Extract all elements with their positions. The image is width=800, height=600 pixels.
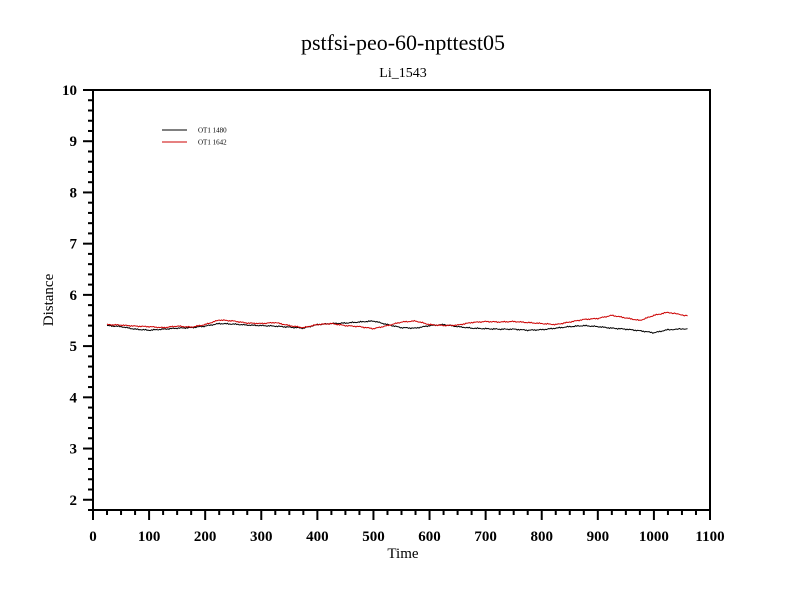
x-tick-label: 300 [250,529,273,545]
x-axis-label: Time [387,546,418,562]
x-axis: 0 100 200 300 400 500 600 700 800 900 1000 1100 [89,510,725,545]
legend: OT1 1480 OT1 1642 [162,127,227,147]
y-axis: 2 3 4 5 6 7 8 9 10 [62,83,93,511]
y-tick-label: 4 [70,390,78,406]
x-tick-label: 600 [418,529,441,545]
x-tick-label: 500 [362,529,385,545]
y-tick-label: 9 [70,134,78,150]
x-tick-label: 0 [89,529,97,545]
y-tick-label: 8 [70,185,78,201]
x-tick-label: 1000 [639,529,669,545]
y-tick-label: 2 [70,493,78,509]
legend-entry: OT1 1480 [198,127,227,135]
y-tick-label: 5 [70,339,78,355]
y-axis-label: Distance [41,273,57,326]
chart-title: pstfsi-peo-60-npttest05 [301,30,505,55]
y-tick-label: 10 [62,83,77,99]
x-tick-label: 1100 [695,529,724,545]
series-layer [106,311,688,334]
series-line [106,311,688,330]
x-tick-label: 100 [138,529,161,545]
series-line [106,320,688,334]
x-tick-label: 700 [474,529,497,545]
x-tick-label: 800 [530,529,553,545]
chart-subtitle: Li_1543 [379,66,426,81]
y-tick-label: 7 [70,237,78,253]
x-tick-label: 400 [306,529,329,545]
x-tick-label: 200 [194,529,217,545]
x-tick-label: 900 [587,529,610,545]
legend-entry: OT1 1642 [198,139,227,147]
plot-frame [92,89,711,511]
y-tick-label: 6 [70,288,78,304]
y-tick-label: 3 [70,442,78,458]
